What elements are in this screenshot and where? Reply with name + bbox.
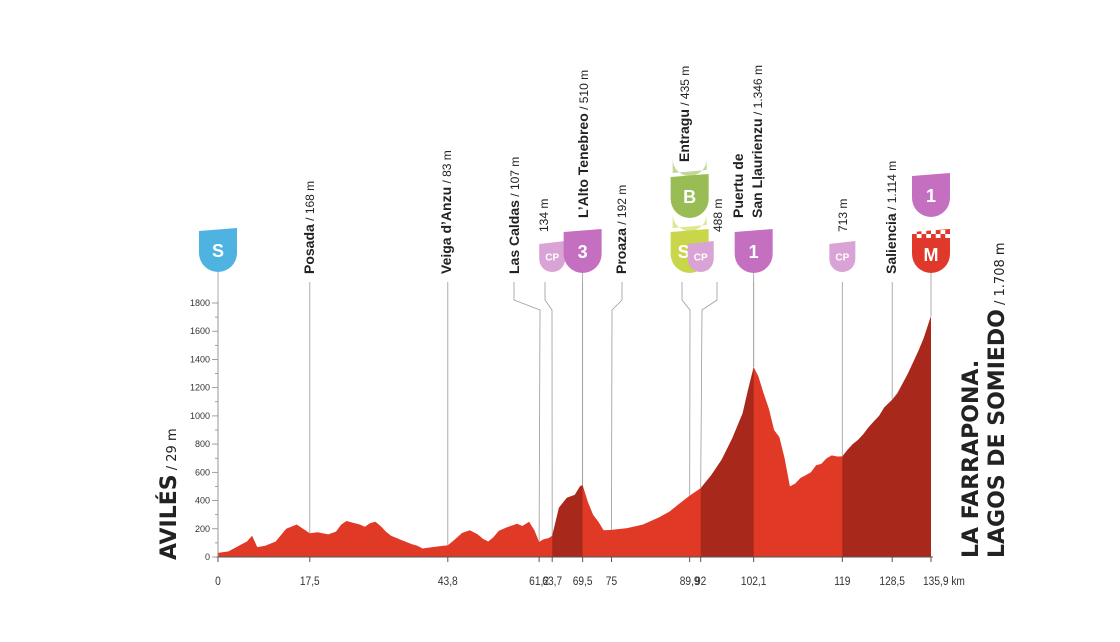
x-tick-label: 61,2: [529, 575, 549, 588]
climb-segment-0: [552, 485, 583, 557]
waypoint-label: San Lļaurienzu / 1.346 m: [749, 65, 765, 218]
waypoint-label: Proaza / 192 m: [613, 185, 629, 274]
x-tick-label: 102,1: [741, 575, 767, 588]
finish-alt: / 1.708 m: [993, 242, 1008, 309]
x-tick-label: 92: [695, 575, 706, 588]
x-tick-label: 75: [606, 575, 617, 588]
badge-text: 1: [749, 242, 759, 262]
badge-text: M: [924, 245, 939, 265]
x-tick-label: 119: [834, 575, 850, 588]
y-tick-label: 0: [205, 552, 210, 562]
badge-text: 3: [578, 242, 588, 262]
x-tick-label: 63,7: [542, 575, 562, 588]
start-name: AVILÉS: [156, 474, 182, 560]
x-tick-label: 69,5: [573, 575, 593, 588]
waypoint-guide: [700, 282, 718, 489]
climb-segment-2: [842, 316, 931, 557]
start-label: AVILÉS / 29 m: [156, 428, 182, 560]
finish-name: LAGOS DE SOMIEDO: [985, 309, 1010, 558]
start-alt: / 29 m: [165, 428, 180, 474]
x-tick-label: 135,9 km: [923, 575, 965, 588]
y-tick-label: 1200: [190, 383, 210, 393]
badge-cat: 1: [912, 173, 950, 217]
waypoint-labels: Posada / 168 m Veiga d’Anzu / 83 m Las Cal…: [301, 65, 899, 274]
profile-area: [218, 316, 931, 557]
x-tick-label: 89,9: [680, 575, 700, 588]
x-tick-label: 17,5: [300, 575, 320, 588]
badge-text: B: [683, 187, 696, 207]
waypoint-label: 488 m: [711, 199, 725, 232]
waypoint-guide: [611, 282, 623, 530]
waypoint-label: 713 m: [836, 199, 850, 232]
waypoint-label: Puertu de: [730, 153, 746, 218]
x-tick-label: 43,8: [438, 575, 458, 588]
y-tick-label: 600: [195, 467, 210, 477]
axes: 0 200 400 600 800 1000 1200 1400 1600 1800 0 17,5 43…: [190, 298, 965, 588]
badge-cp: CP: [539, 241, 566, 273]
badge-cat: 3: [563, 229, 602, 273]
badge-text: CP: [835, 252, 849, 263]
y-tick-label: 200: [195, 524, 210, 534]
y-tick-label: 800: [195, 439, 210, 449]
y-tick-label: 1000: [190, 411, 210, 421]
badges: SCP3BSPCP1CP1M: [199, 159, 950, 273]
badge-cp: CP: [687, 241, 714, 273]
waypoint-guide: [681, 282, 691, 496]
waypoint-label: Veiga d’Anzu / 83 m: [438, 150, 454, 274]
climb-segment-1: [700, 367, 754, 557]
waypoint-label: Saliencia / 1.114 m: [883, 161, 899, 274]
badge-text: S: [212, 241, 224, 261]
x-tick-label: 0: [215, 575, 221, 588]
finish-label-line1: LA FARRAPONA.: [959, 360, 984, 558]
waypoint-guides: [217, 270, 932, 553]
badge-cat: 1: [734, 229, 773, 273]
badge-start: S: [199, 228, 237, 272]
y-tick-label: 1600: [190, 326, 210, 336]
waypoint-label: Las Caldas / 107 m: [506, 157, 522, 274]
waypoint-guide: [544, 282, 553, 536]
waypoint-label: Entragu / 435 m: [676, 66, 692, 162]
y-tick-label: 1800: [190, 298, 210, 308]
badge-finish: M: [912, 229, 950, 273]
y-tick-label: 1400: [190, 354, 210, 364]
badge-text: CP: [545, 252, 559, 263]
badge-text: CP: [694, 252, 708, 263]
badge-cp: CP: [829, 241, 856, 273]
badge-text: 1: [926, 186, 936, 206]
finish-label-line2: LAGOS DE SOMIEDO / 1.708 m: [985, 242, 1010, 558]
y-tick-label: 400: [195, 496, 210, 506]
waypoint-label: L’Alto Tenebreo / 510 m: [575, 70, 591, 218]
x-tick-label: 128,5: [879, 575, 905, 588]
waypoint-label: Posada / 168 m: [301, 181, 317, 274]
waypoint-label: 134 m: [537, 199, 551, 232]
waypoint-guide: [513, 282, 541, 542]
badge-bonus: B: [670, 159, 709, 218]
